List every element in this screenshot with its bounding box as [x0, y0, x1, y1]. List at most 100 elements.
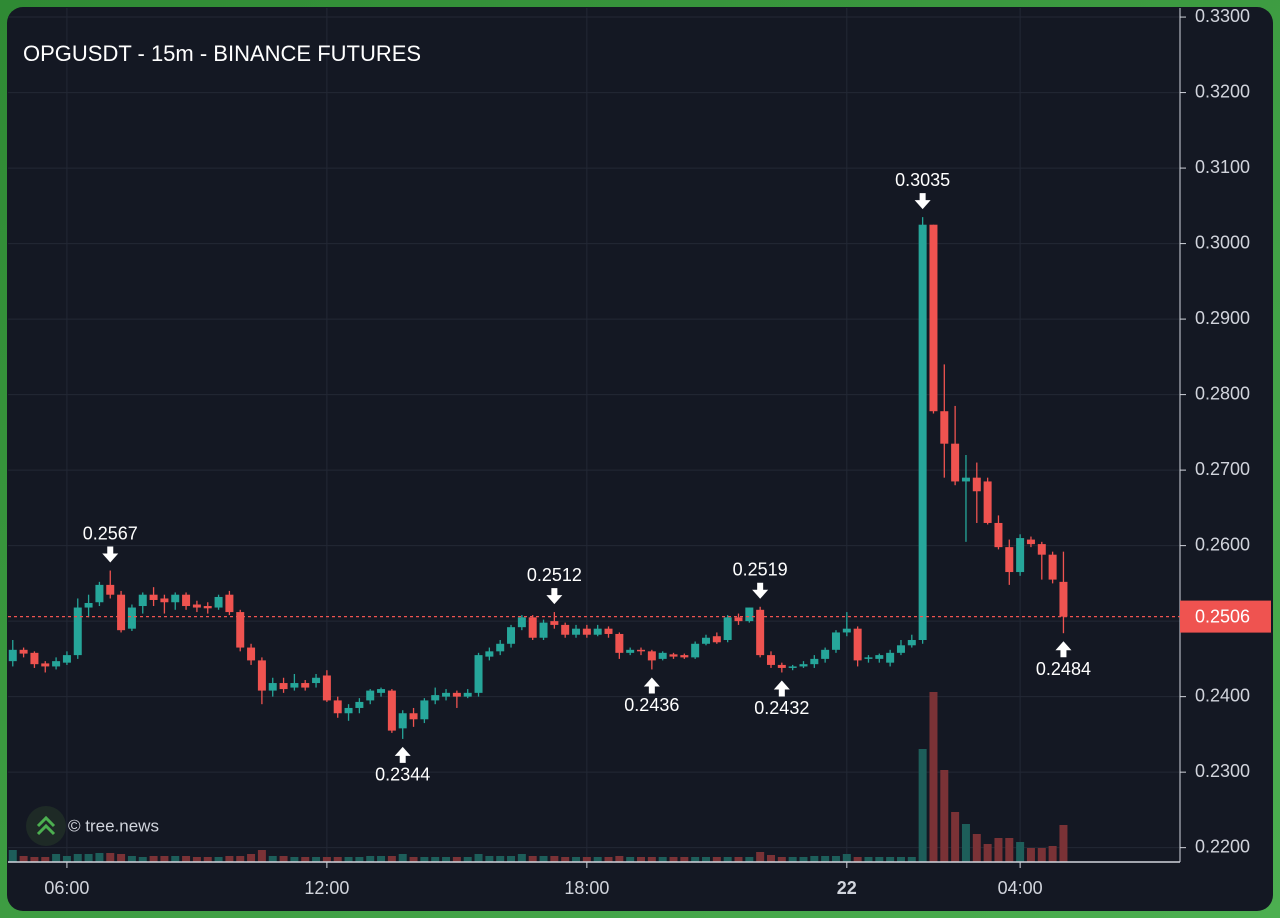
candle-body — [214, 596, 223, 608]
candle-body — [62, 655, 71, 663]
overlay-layer: 0.22000.23000.24000.25000.26000.27000.28… — [8, 6, 1271, 898]
candle-body — [626, 649, 635, 653]
volume-bar — [377, 856, 386, 862]
candle-body — [691, 643, 700, 658]
volume-bar — [84, 854, 93, 862]
candle-body — [604, 628, 613, 634]
volume-bar — [149, 856, 158, 862]
volume-bar — [30, 857, 39, 862]
volume-bar — [8, 850, 17, 862]
candle-body — [615, 633, 624, 653]
volume-bar — [257, 850, 266, 862]
volume-bar — [1016, 842, 1025, 862]
candle-body — [127, 607, 136, 629]
volume-bar — [918, 749, 927, 862]
volume-bar — [1037, 848, 1046, 862]
volume-bar — [160, 856, 169, 862]
candle-body — [539, 622, 548, 638]
marker-label: 0.2484 — [1036, 659, 1091, 679]
volume-bar — [582, 857, 591, 862]
y-tick-label: 0.3300 — [1195, 6, 1250, 26]
volume-bar — [268, 856, 277, 862]
volume-bar — [387, 856, 396, 862]
marker-label: 0.2436 — [624, 695, 679, 715]
candle-body — [528, 617, 537, 638]
volume-bar — [810, 856, 819, 862]
last-price-label: 0.2506 — [1195, 606, 1250, 626]
volume-bar — [842, 854, 851, 862]
candle-body — [1037, 544, 1046, 555]
volume-bar — [745, 857, 754, 862]
candle-body — [907, 640, 916, 646]
volume-bar — [777, 857, 786, 862]
candle-body — [1026, 539, 1035, 545]
volume-bar — [929, 692, 938, 862]
volume-bar — [604, 857, 613, 862]
candle-body — [442, 692, 451, 697]
candle-body — [30, 652, 39, 665]
candle-body — [355, 701, 364, 708]
candle-body — [387, 690, 396, 731]
x-tick-label: 04:00 — [998, 878, 1043, 898]
volume-bar — [106, 853, 115, 862]
candle-body — [268, 683, 277, 691]
candle-body — [864, 657, 873, 659]
volume-bar — [431, 857, 440, 862]
volume-bar — [658, 857, 667, 862]
volume-bar — [756, 852, 765, 862]
volume-bar — [182, 856, 191, 862]
candle-body — [702, 637, 711, 644]
volume-bar — [637, 857, 646, 862]
candle-body — [290, 683, 299, 688]
chart-title: OPGUSDT - 15m - BINANCE FUTURES — [23, 41, 421, 66]
volume-bar — [1048, 846, 1057, 862]
candle-body — [19, 649, 28, 654]
volume-bar — [1005, 838, 1014, 862]
y-tick-label: 0.3200 — [1195, 81, 1250, 101]
volume-bar — [766, 855, 775, 862]
volume-bar — [290, 857, 299, 862]
candle-body — [452, 692, 461, 697]
candle-body — [312, 677, 321, 684]
volume-bar — [507, 856, 516, 862]
volume-bar — [442, 857, 451, 862]
candle-body — [106, 584, 115, 595]
marker-arrow-down — [914, 193, 931, 210]
candle-body — [149, 594, 158, 600]
candle-body — [485, 651, 494, 657]
volume-bar — [420, 857, 429, 862]
volume-bar — [799, 857, 808, 862]
marker-label: 0.2512 — [527, 565, 582, 585]
volume-bar — [983, 844, 992, 862]
candle-body — [225, 594, 234, 613]
candle-body — [301, 683, 310, 688]
volume-bar — [951, 812, 960, 862]
candle-body — [474, 655, 483, 693]
volume-bar — [41, 857, 50, 862]
candle-body — [8, 649, 17, 662]
volume-bar — [875, 857, 884, 862]
candle-body — [366, 690, 375, 701]
candle-body — [658, 652, 667, 659]
volume-bar — [788, 857, 797, 862]
candle-body — [247, 647, 256, 661]
volume-bar — [896, 857, 905, 862]
x-tick-label: 22 — [837, 878, 857, 898]
volume-bar — [52, 854, 61, 862]
candle-body — [182, 594, 191, 607]
marker-arrow-down — [546, 588, 563, 605]
candle-body — [961, 477, 970, 482]
candle-body — [756, 609, 765, 656]
volume-bar — [528, 856, 537, 862]
candle-body — [561, 624, 570, 635]
candle-body — [73, 607, 82, 656]
volume-bar — [463, 857, 472, 862]
candle-layer — [8, 217, 1068, 739]
candle-body — [918, 224, 927, 641]
candle-body — [734, 617, 743, 622]
x-tick-label: 12:00 — [304, 878, 349, 898]
candle-body — [875, 655, 884, 659]
candle-body — [788, 666, 797, 668]
volume-bar — [550, 856, 559, 862]
volume-bar — [886, 857, 895, 862]
